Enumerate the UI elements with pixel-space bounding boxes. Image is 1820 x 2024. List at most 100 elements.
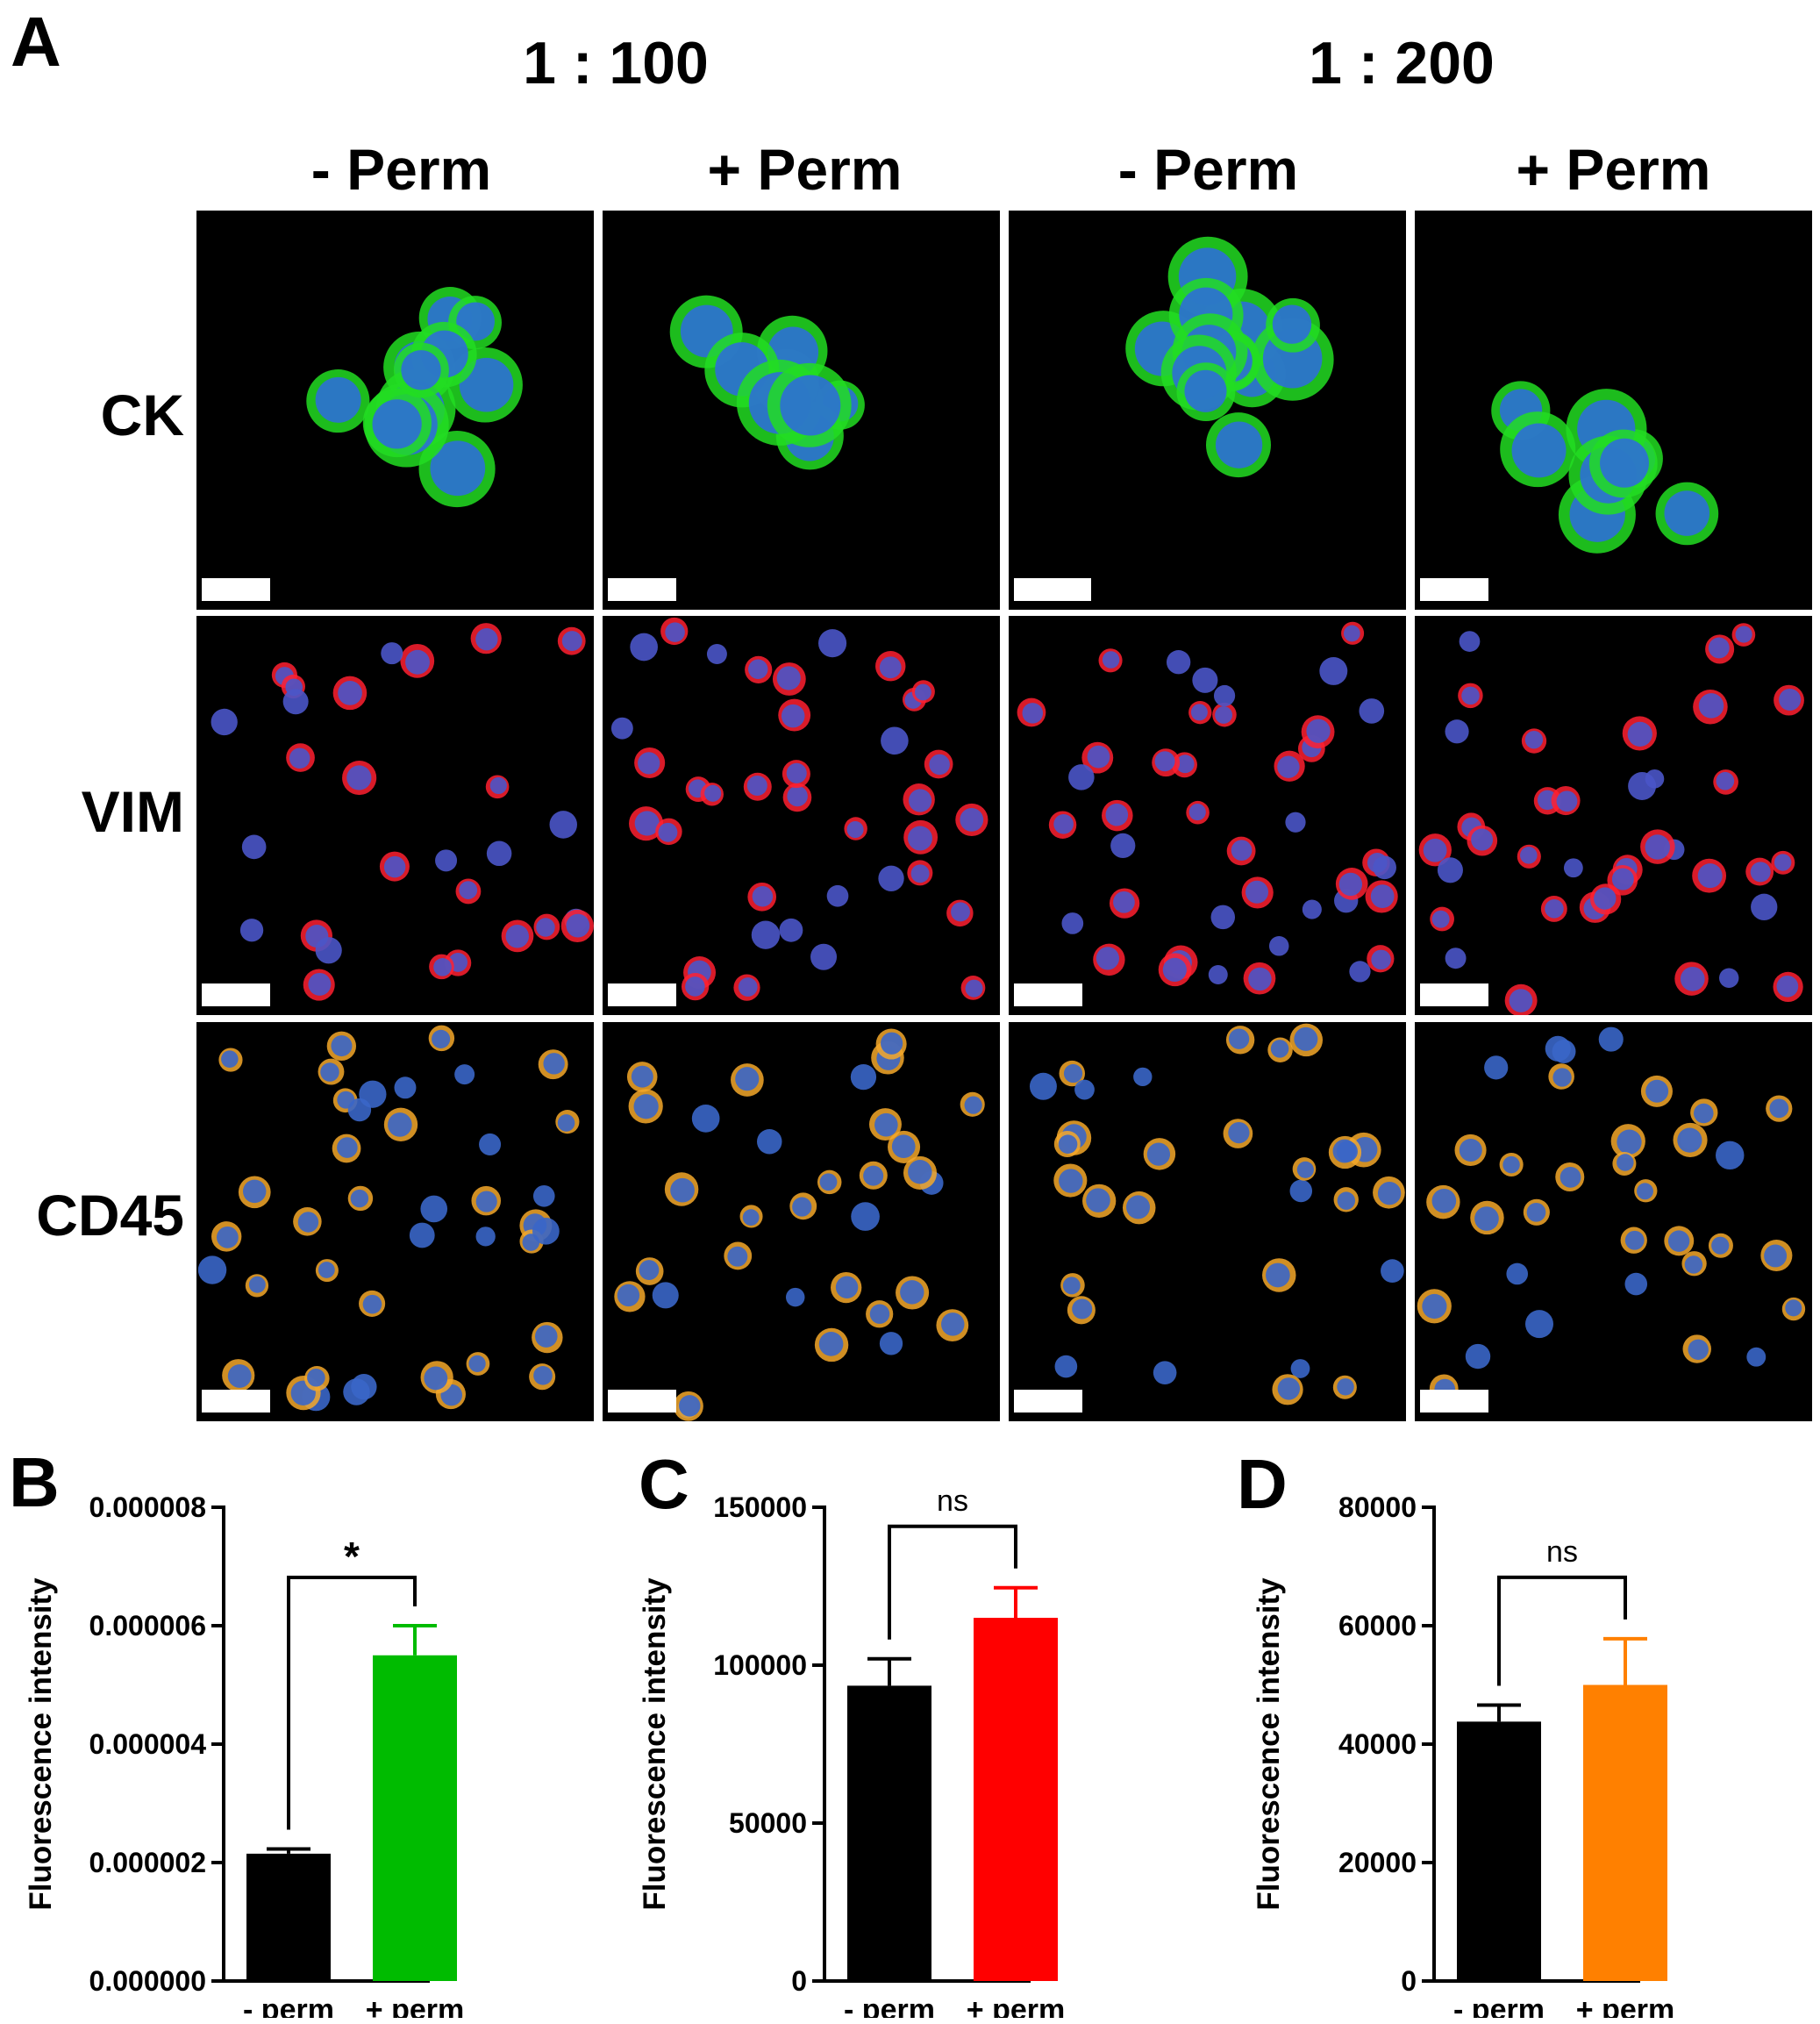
cell — [455, 878, 482, 905]
cell — [218, 1048, 243, 1072]
y-axis-label: Fluorescence intensity — [24, 1577, 58, 1911]
cell — [393, 342, 449, 398]
cell — [1332, 1375, 1357, 1399]
cell — [429, 954, 454, 980]
cell — [681, 972, 710, 1001]
cell — [1716, 1141, 1745, 1170]
cell — [1341, 621, 1365, 645]
scale-bar — [202, 1390, 270, 1413]
cell — [347, 1185, 374, 1212]
cell — [362, 388, 432, 458]
y-tick-label: 60000 — [1338, 1610, 1417, 1641]
cell — [1122, 1191, 1156, 1225]
cell — [1563, 858, 1583, 878]
cell — [532, 1184, 555, 1207]
cell — [454, 1064, 475, 1085]
cell — [282, 689, 309, 715]
cell — [475, 1227, 496, 1247]
cell — [1690, 1098, 1718, 1126]
cell — [818, 629, 847, 658]
cell — [782, 760, 810, 789]
cell — [1060, 1273, 1085, 1298]
cell — [1540, 895, 1567, 922]
cell — [1524, 1310, 1554, 1339]
cell — [1054, 1355, 1078, 1378]
micrograph-cd45-plus-perm-1-200 — [1415, 1022, 1812, 1421]
cell — [745, 655, 773, 683]
cell — [1500, 411, 1576, 488]
cell — [1208, 965, 1228, 984]
scale-bar — [608, 983, 676, 1006]
cell — [1226, 836, 1256, 866]
significance-bracket — [1497, 1575, 1627, 1686]
y-axis-label: Fluorescence intensity — [1252, 1577, 1286, 1911]
cell — [724, 1241, 753, 1270]
cell — [1205, 412, 1271, 478]
cell — [1285, 812, 1306, 833]
cell — [789, 1192, 817, 1220]
cell — [332, 676, 368, 711]
cell — [306, 369, 370, 433]
cell — [630, 633, 658, 662]
cell — [1774, 684, 1804, 716]
cell — [1266, 297, 1320, 353]
micrograph-vim-minus-perm-1-100 — [196, 616, 594, 1015]
column-label-minus-perm-2: - Perm — [1117, 137, 1299, 202]
cell — [778, 698, 811, 732]
cell — [1367, 945, 1395, 973]
cell — [470, 623, 502, 654]
column-label-plus-perm-2: + Perm — [1516, 137, 1711, 202]
cell — [1373, 1176, 1405, 1209]
cell — [817, 1169, 842, 1195]
cell — [1302, 899, 1322, 919]
micrograph-cd45-minus-perm-1-200 — [1009, 1022, 1406, 1421]
cell — [826, 884, 849, 907]
cell — [1274, 750, 1305, 782]
cell — [610, 717, 633, 740]
y-tick-label: 0.000004 — [89, 1728, 207, 1760]
cell — [936, 1309, 969, 1342]
category-label: + perm — [1576, 1993, 1674, 2018]
column-label-plus-perm-1: + Perm — [707, 137, 903, 202]
cell — [1588, 429, 1658, 498]
cell — [326, 1031, 357, 1062]
cell — [1681, 1251, 1707, 1277]
cell — [673, 1391, 703, 1421]
cell — [501, 919, 534, 953]
cell — [731, 1063, 764, 1097]
cell — [1082, 1184, 1117, 1218]
micrograph-ck-plus-perm-1-100 — [603, 211, 1000, 610]
cell — [1760, 1239, 1793, 1272]
panel-label-d: D — [1237, 1445, 1288, 1523]
cell — [1110, 833, 1136, 859]
scale-bar — [1420, 983, 1488, 1006]
cell — [1499, 1152, 1524, 1177]
cell — [831, 1271, 862, 1304]
cell — [628, 1089, 663, 1124]
cell — [486, 840, 512, 867]
cell — [655, 818, 682, 846]
cell — [1192, 667, 1218, 693]
cell — [1188, 700, 1212, 725]
micrograph-ck-minus-perm-1-100 — [196, 211, 594, 610]
cell — [428, 1025, 455, 1052]
cell — [1713, 769, 1738, 795]
cell — [1459, 631, 1481, 652]
cell — [875, 651, 906, 682]
cell — [1210, 905, 1236, 930]
bar-minus-perm — [847, 1685, 931, 1981]
cell — [1430, 906, 1454, 932]
cell — [303, 969, 335, 1001]
cell — [1048, 811, 1077, 839]
cell — [1061, 912, 1084, 934]
y-tick-label: 0.000006 — [89, 1610, 206, 1641]
cell — [946, 899, 974, 927]
cell — [1223, 1119, 1253, 1148]
cell — [286, 743, 315, 772]
cell — [1523, 1198, 1550, 1226]
cell — [1622, 716, 1657, 751]
cell — [1373, 855, 1396, 880]
cell — [1289, 1179, 1313, 1203]
bar-chart-vim-intensity: 0 50000 100000 150000 Fluorescence intensity… — [632, 1483, 1193, 2024]
cell — [629, 806, 664, 841]
